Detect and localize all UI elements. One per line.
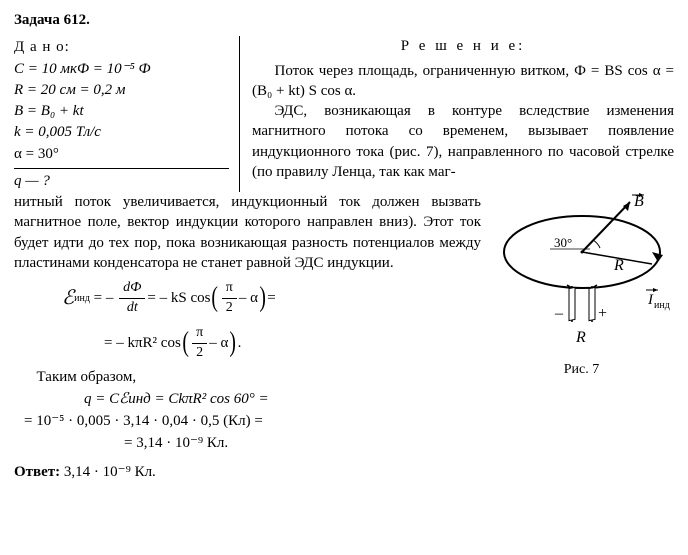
lower-block: нитный поток увеличивается, индукционный… <box>14 192 674 456</box>
fraction: dФ dt <box>119 279 145 318</box>
eq-text: – α <box>209 333 228 353</box>
frac-bot: 2 <box>192 344 207 363</box>
equation-3-l1: q = Cℰинд = CkπR² cos 60° = <box>84 389 481 409</box>
given-line: k = 0,005 Тл/с <box>14 122 229 142</box>
frac-bot: 2 <box>222 299 237 318</box>
given-line: R = 20 см = 0,2 м <box>14 80 229 100</box>
fraction: π 2 <box>222 279 237 318</box>
svg-text:+: + <box>598 305 607 322</box>
svg-text:30°: 30° <box>554 235 572 250</box>
given-line: C = 10 мкФ = 10⁻⁵ Ф <box>14 59 229 79</box>
eq-text: = 3,14 · 10⁻⁹ Кл. <box>124 435 228 451</box>
eq-text: – α <box>239 288 258 308</box>
eq-text: = – <box>90 288 117 308</box>
frac-top: π <box>222 279 237 299</box>
paren-right: ) <box>230 329 237 357</box>
eq-text: = – kS cos <box>147 288 210 308</box>
fraction: π 2 <box>192 324 207 363</box>
eq-text: = – kπR² cos <box>104 333 181 353</box>
answer-line: Ответ: 3,14 · 10⁻⁹ Кл. <box>14 462 674 482</box>
top-block: Д а н о: C = 10 мкФ = 10⁻⁵ Ф R = 20 см =… <box>14 36 674 192</box>
equation-2: = – kπR² cos ( π 2 – α ) . <box>104 324 481 363</box>
solution-heading: Р е ш е н и е: <box>252 36 674 56</box>
equation-3-l2: = 10⁻⁵ · 0,005 · 3,14 · 0,04 · 0,5 (Кл) … <box>24 411 481 431</box>
solution-para: ЭДС, возникающая в контуре вследствие из… <box>252 101 674 182</box>
eq-text: . <box>238 333 242 353</box>
eq-text: q = Cℰинд = CkπR² cos 60° = <box>84 391 269 407</box>
equation-1: ℰинд = – dФ dt = – kS cos ( π 2 – α ) = <box>62 279 481 318</box>
equation-3-l3: = 3,14 · 10⁻⁹ Кл. <box>124 433 481 453</box>
svg-text:R: R <box>613 257 624 274</box>
eq-text: = 10⁻⁵ · 0,005 · 3,14 · 0,04 · 0,5 (Кл) … <box>24 413 263 429</box>
given-divider <box>14 168 229 169</box>
paren-left: ( <box>182 329 189 357</box>
solution-block: Р е ш е н и е: Поток через площадь, огра… <box>240 36 674 182</box>
figure-svg: R B 30° I инд <box>492 192 672 357</box>
emf-sub: инд <box>74 292 90 306</box>
paren-right: ) <box>259 284 266 312</box>
frac-top: π <box>192 324 207 344</box>
eq-text: = <box>267 288 275 308</box>
paren-left: ( <box>212 284 219 312</box>
svg-text:I: I <box>647 292 654 308</box>
problem-title: Задача 612. <box>14 10 674 30</box>
answer-value: 3,14 · 10⁻⁹ Кл. <box>60 464 156 480</box>
frac-top: dФ <box>119 279 145 299</box>
figure-caption: Рис. 7 <box>489 361 674 380</box>
thus-text: Таким образом, <box>14 367 481 387</box>
svg-text:инд: инд <box>654 300 670 311</box>
solution-para: нитный поток увеличивается, индукционный… <box>14 192 481 273</box>
figure-column: R B 30° I инд <box>489 192 674 380</box>
given-block: Д а н о: C = 10 мкФ = 10⁻⁵ Ф R = 20 см =… <box>14 36 240 192</box>
answer-label: Ответ: <box>14 464 60 480</box>
svg-text:R: R <box>575 329 586 346</box>
given-question: q — ? <box>14 171 229 191</box>
given-line: B = B₀ + kt <box>14 101 229 121</box>
frac-bot: dt <box>123 299 142 318</box>
given-heading: Д а н о: <box>14 37 229 57</box>
given-line: α = 30° <box>14 144 229 164</box>
emf-symbol: ℰ <box>62 285 74 312</box>
svg-text:–: – <box>554 305 564 322</box>
solution-para: Поток через площадь, ограниченную витком… <box>252 61 674 102</box>
